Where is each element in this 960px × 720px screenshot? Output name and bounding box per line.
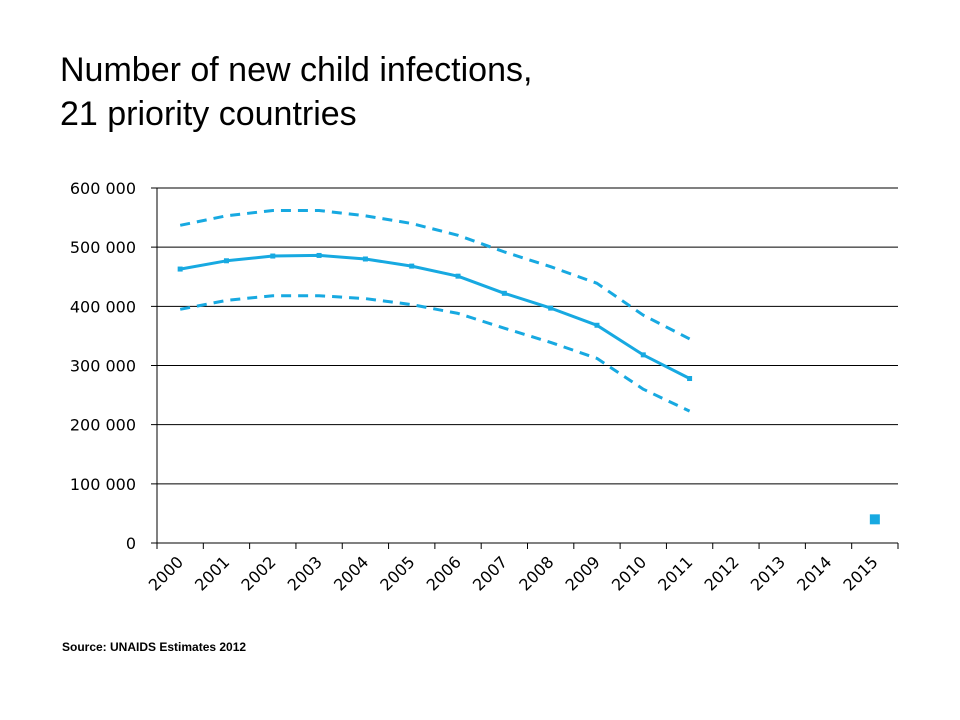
y-axis-tick-labels: 0 100 000 200 000 300 000 400 000 500 000 600 … [70,179,136,553]
estimate-point-marker [687,376,693,382]
chart-title-line-1: Number of new child infections, [60,51,533,89]
x-tick-label: 2007 [469,552,511,594]
chart-title: Number of new child infections, 21 prior… [60,48,532,136]
estimate-line [179,253,691,380]
x-tick-label: 2005 [376,552,418,594]
gridlines [151,187,898,485]
y-tick-label: 100 000 [70,475,136,494]
x-tick-label: 2010 [608,552,650,594]
estimate-point-marker [455,273,461,279]
x-axis-tick-labels: 2000 2001 2002 2003 2004 2005 2006 2007 2008 2009… [145,552,882,594]
estimate-point-marker [270,253,276,259]
estimate-point-marker [594,322,600,328]
x-tick-label: 2008 [515,552,557,594]
estimate-point-marker [640,352,646,358]
x-tick-label: 2009 [562,552,604,594]
x-tick-label: 2002 [237,552,279,594]
data-markers [177,252,880,525]
x-tick-label: 2011 [654,552,696,594]
y-tick-label: 500 000 [70,238,136,257]
estimate-point-marker [501,290,507,296]
estimate-point-marker [362,256,368,262]
x-tick-label: 2006 [423,552,465,594]
x-tick-label: 2015 [839,552,881,594]
estimate-point-marker [316,252,322,258]
estimate-point-marker [548,305,554,311]
source-note: Source: UNAIDS Estimates 2012 [62,640,247,654]
x-tick-label: 2012 [701,552,743,594]
estimate-point-marker [223,258,229,264]
lower-bound-line [179,294,691,413]
y-tick-label: 600 000 [70,179,136,198]
x-tick-label: 2001 [191,552,233,594]
upper-bound-line [179,209,691,341]
y-tick-label: 0 [126,534,136,553]
estimate-point-marker [177,266,183,272]
x-tick-label: 2004 [330,552,372,594]
estimate-point-marker [409,263,415,269]
y-tick-label: 200 000 [70,416,136,435]
target-point-marker [869,514,880,525]
y-tick-label: 400 000 [70,297,136,316]
y-tick-label: 300 000 [70,357,136,376]
axes [151,188,899,549]
chart-title-line-2: 21 priority countries [60,95,357,133]
x-tick-label: 2014 [793,552,835,594]
series-lines [179,209,691,413]
x-tick-label: 2013 [747,552,789,594]
x-tick-label: 2003 [284,552,326,594]
x-tick-label: 2000 [145,552,187,594]
